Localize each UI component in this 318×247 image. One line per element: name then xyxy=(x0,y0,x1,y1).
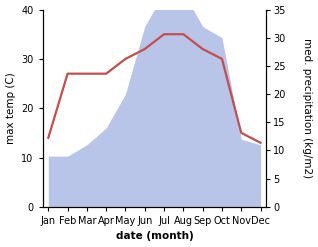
Y-axis label: med. precipitation (kg/m2): med. precipitation (kg/m2) xyxy=(302,38,313,178)
X-axis label: date (month): date (month) xyxy=(115,231,193,242)
Y-axis label: max temp (C): max temp (C) xyxy=(5,72,16,144)
